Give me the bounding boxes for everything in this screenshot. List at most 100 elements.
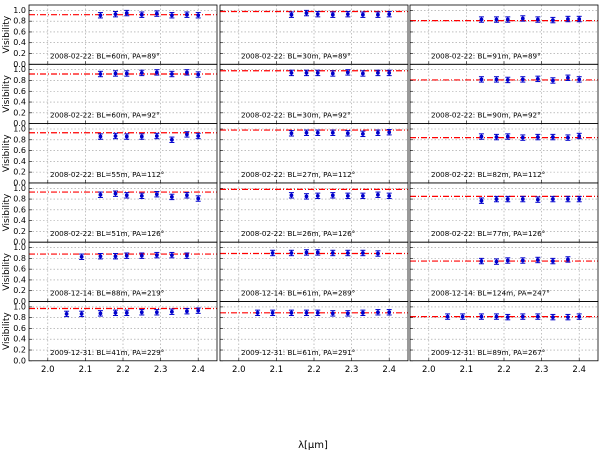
data-point <box>479 198 484 203</box>
panel-label: 2009-12-31: BL=61m, PA=291° <box>241 348 355 357</box>
data-point <box>376 130 380 135</box>
data-point <box>98 192 103 197</box>
data-point <box>154 310 159 315</box>
data-point <box>255 310 260 315</box>
data-point <box>479 17 484 22</box>
data-point <box>360 71 365 76</box>
data-point <box>520 135 525 140</box>
data-point <box>315 130 320 135</box>
y-tick-label: 0.6 <box>13 324 26 333</box>
data-point <box>535 314 540 319</box>
panel: 2008-02-22: BL=77m, PA=126° <box>409 182 599 243</box>
y-tick-label: 0.8 <box>13 17 26 26</box>
panel-label: 2008-02-22: BL=60m, PA=89° <box>50 51 160 60</box>
y-tick-label: 0.8 <box>13 254 26 263</box>
y-tick-label: 0.8 <box>13 135 26 144</box>
data-point <box>360 193 365 198</box>
x-tick-label: 2.2 <box>497 365 511 375</box>
panel-label: 2008-02-22: BL=60m, PA=92° <box>50 111 160 120</box>
data-point <box>79 254 84 259</box>
data-point <box>185 253 189 258</box>
data-point <box>345 131 350 136</box>
panel-label: 2008-12-14: BL=88m, PA=219° <box>50 289 164 298</box>
data-point <box>154 70 159 75</box>
data-point <box>577 314 582 319</box>
panel: 2009-12-31: BL=41m, PA=229° <box>28 301 218 362</box>
panel-label: 2008-12-14: BL=61m, PA=289° <box>241 289 355 298</box>
data-point <box>345 12 350 17</box>
data-point <box>535 258 540 262</box>
data-point <box>577 197 582 201</box>
y-axis-labels: Visibility Visibility Visibility Visibility… <box>2 15 12 350</box>
data-point <box>124 310 129 315</box>
x-tick-label: 2.1 <box>79 365 93 375</box>
y-axis-label: Visibility <box>2 252 12 290</box>
data-point <box>550 259 555 263</box>
data-point <box>376 192 380 197</box>
data-point <box>505 258 510 263</box>
data-point <box>139 193 144 198</box>
data-point <box>124 253 129 258</box>
y-tick-label: 0.4 <box>13 335 26 344</box>
y-tick-label: 0.0 <box>13 238 26 247</box>
panel: 2008-12-14: BL=61m, PA=289° <box>219 241 409 302</box>
data-point <box>460 314 465 319</box>
data-point <box>535 76 540 81</box>
data-point <box>304 310 309 315</box>
data-point <box>185 309 189 314</box>
panel: 2008-02-22: BL=60m, PA=89° <box>28 4 218 65</box>
data-point <box>113 254 118 259</box>
data-point <box>520 314 525 319</box>
data-point <box>113 134 118 138</box>
x-tick-label: 2.4 <box>191 365 205 375</box>
y-tick-label: 0.0 <box>13 297 26 306</box>
y-tick-labels: 0.00.20.40.60.81.00.00.20.40.60.81.00.00… <box>13 6 26 365</box>
data-point <box>505 78 510 82</box>
data-point <box>169 195 174 199</box>
x-tick-label: 2.3 <box>345 365 359 375</box>
data-point <box>494 77 499 82</box>
data-point <box>154 11 159 16</box>
panel: 2009-12-31: BL=89m, PA=267° <box>409 301 599 362</box>
data-point <box>185 193 189 198</box>
data-point <box>494 314 499 319</box>
data-point <box>196 196 201 201</box>
y-tick-label: 1.0 <box>13 302 26 311</box>
data-point <box>196 13 201 18</box>
data-point <box>479 77 484 82</box>
y-axis-label: Visibility <box>2 312 12 350</box>
y-tick-label: 0.2 <box>13 346 26 355</box>
data-point <box>550 78 555 83</box>
data-point <box>387 310 392 315</box>
data-point <box>185 12 189 17</box>
data-point <box>387 193 392 198</box>
data-point <box>113 310 118 315</box>
y-tick-label: 0.2 <box>13 108 26 117</box>
data-point <box>270 251 275 255</box>
y-axis-label: Visibility <box>2 193 12 231</box>
panel-label: 2009-12-31: BL=41m, PA=229° <box>50 348 164 357</box>
y-tick-label: 0.0 <box>13 178 26 187</box>
y-tick-label: 0.6 <box>13 146 26 155</box>
data-point <box>535 197 540 202</box>
y-axis-label: Visibility <box>2 74 12 112</box>
y-tick-label: 0.4 <box>13 98 26 107</box>
panel-label: 2008-02-22: BL=26m, PA=126° <box>241 229 355 238</box>
data-point <box>169 72 174 76</box>
data-point <box>376 251 380 256</box>
data-point <box>124 11 129 15</box>
panel: 2009-12-31: BL=61m, PA=291° <box>219 301 409 362</box>
y-tick-label: 1.0 <box>13 65 26 74</box>
data-point <box>154 192 159 197</box>
data-point <box>289 12 294 17</box>
data-point <box>577 17 582 21</box>
panel-label: 2008-02-22: BL=30m, PA=92° <box>241 111 351 120</box>
data-point <box>520 258 525 263</box>
x-tick-label: 2.4 <box>382 365 396 375</box>
data-point <box>345 311 350 316</box>
y-tick-label: 0.0 <box>13 60 26 69</box>
panel: 2008-02-22: BL=26m, PA=126° <box>219 182 409 243</box>
data-point <box>535 135 540 139</box>
data-point <box>98 134 103 139</box>
data-point <box>289 251 294 255</box>
